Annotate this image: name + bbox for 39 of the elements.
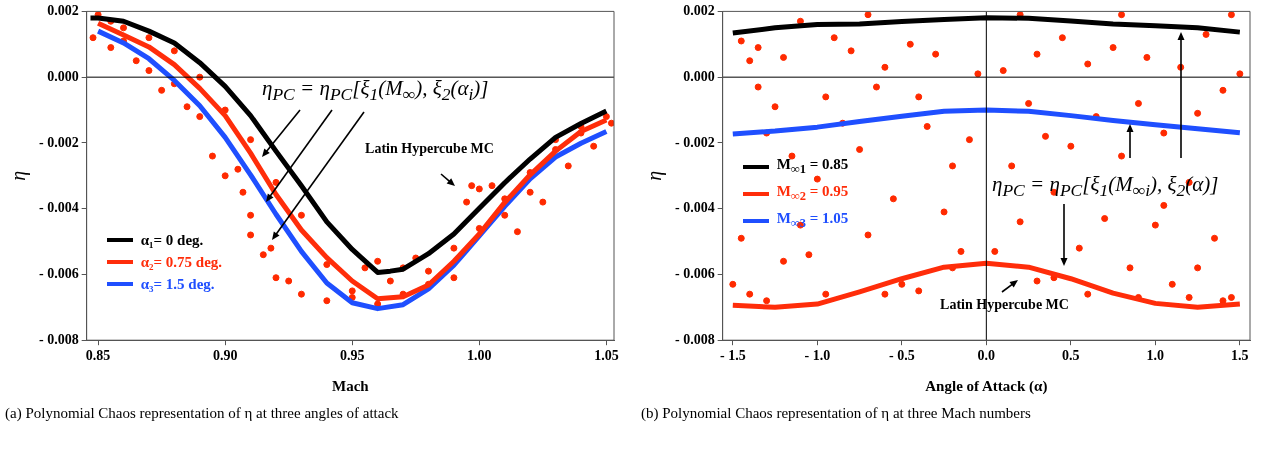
y-tick-label: 0.000 [683, 68, 715, 84]
y-tick-label: - 0.008 [38, 331, 79, 347]
legend-label: M$_{∞2}$ = 0.95 [776, 182, 849, 206]
y-tick-label: 0.000 [47, 68, 79, 84]
y-tick-label: - 0.002 [674, 134, 715, 150]
annotation: Latin Hypercube MC [364, 140, 495, 157]
y-tick-label: - 0.004 [38, 200, 79, 216]
y-tick-label: 0.002 [683, 3, 715, 19]
x-tick-label: 0.95 [339, 348, 365, 364]
x-tick-label: 1.00 [467, 348, 492, 364]
y-tick-label: - 0.008 [674, 331, 715, 347]
y-tick-label: - 0.006 [674, 266, 715, 282]
text: η$_{PC}$ = η$_{PC}$[ξ$_{1}$(M$_{∞}$), ξ$_{2}$(α$_{i}$)] [262, 76, 489, 105]
text: (a) Polynomial Chaos representation of η at three angles of attack [5, 404, 400, 423]
x-tick-label: 0.5 [1062, 348, 1080, 364]
x-axis-title: Mach [332, 377, 370, 394]
y-tick-label: - 0.004 [674, 200, 715, 216]
legend-label: α₁= 0 deg. [140, 231, 204, 251]
x-axis-title: Angle of Attack (α) [925, 377, 1048, 395]
legend-label: α₃= 1.5 deg. [140, 275, 215, 295]
y-axis-title: η [7, 170, 31, 181]
x-tick-label: - 1.0 [804, 348, 831, 364]
x-tick-label: - 1.5 [719, 348, 746, 364]
x-tick-label: 1.0 [1146, 348, 1165, 364]
x-tick-label: 1.05 [594, 348, 619, 364]
y-tick-label: - 0.006 [38, 266, 79, 282]
legend-label: M$_{∞3}$ = 1.05 [776, 209, 849, 233]
x-tick-label: 0.0 [977, 348, 996, 364]
text: (b) Polynomial Chaos representation of η at three Mach numbers [641, 404, 1032, 423]
text: η$_{PC}$ = η$_{PC}$[ξ$_{1}$(M$_{∞i}$), ξ$_{2}$(α)] [992, 172, 1219, 201]
x-tick-label: 1.5 [1231, 348, 1249, 364]
y-tick-label: 0.002 [47, 3, 79, 19]
legend-label: M$_{∞1}$ = 0.85 [776, 155, 849, 179]
legend-label: α₂= 0.75 deg. [140, 253, 223, 273]
y-axis-title: η [643, 170, 667, 181]
x-tick-label: 0.85 [85, 348, 111, 364]
y-tick-label: - 0.002 [38, 134, 79, 150]
x-tick-label: - 0.5 [888, 348, 915, 364]
x-tick-label: 0.90 [212, 348, 238, 364]
